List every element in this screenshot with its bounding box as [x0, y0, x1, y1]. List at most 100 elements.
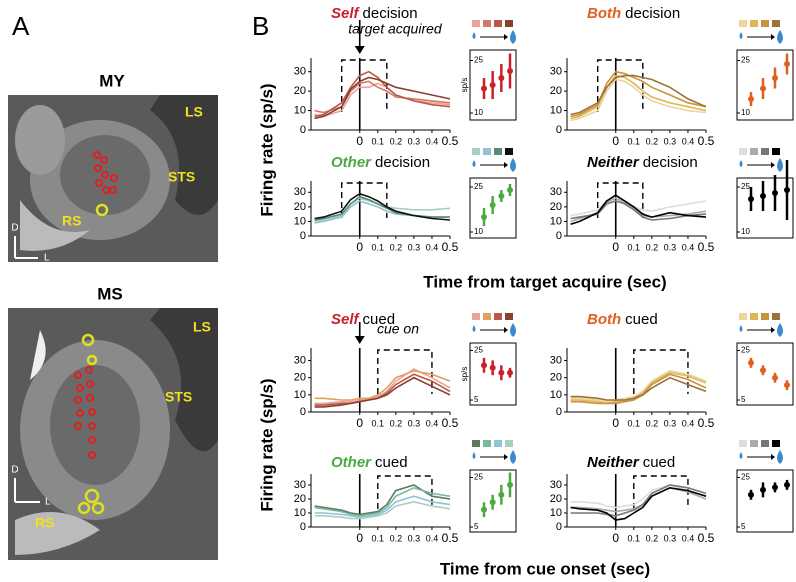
x-tick-label: 0.1 [628, 136, 641, 146]
reward-swatch [772, 440, 780, 447]
subplot-title: Both cued [587, 311, 658, 328]
reward-swatch [772, 20, 780, 27]
y-axis-label: Firing rate (sp/s) [257, 378, 276, 511]
inset-point [489, 499, 496, 506]
inset-box [736, 342, 794, 406]
series-line [314, 373, 451, 406]
reward-swatch [761, 313, 769, 320]
inset-y-tick-label: 25 [741, 346, 750, 355]
x-tick-label: 0.2 [646, 242, 659, 252]
x-tick-label: 0.5 [442, 531, 459, 545]
reward-swatch [472, 313, 480, 320]
x-tick-label: 0 [612, 531, 619, 545]
y-tick-label: 20 [294, 85, 306, 97]
reward-swatch [505, 440, 513, 447]
mri-label: LS [193, 319, 211, 335]
title-text: decision [375, 154, 430, 171]
y-tick-label: 30 [550, 186, 562, 198]
reward-arrow-head [504, 34, 508, 40]
inset-point [784, 481, 790, 488]
series-line [314, 192, 451, 221]
analysis-window [340, 59, 388, 112]
y-tick-label: 20 [294, 493, 306, 505]
title-text: cued [625, 311, 658, 328]
y-tick-label: 10 [294, 389, 306, 401]
inset-point [481, 85, 487, 92]
x-tick-label: 0.2 [390, 242, 403, 252]
x-tick-label: 0.3 [664, 136, 677, 146]
inset-point [748, 196, 754, 202]
reward-swatch [483, 313, 491, 320]
inset-point [507, 187, 513, 193]
small-drop [739, 325, 743, 332]
reward-arrow-head [504, 327, 508, 333]
title-text: decision [643, 154, 698, 171]
y-tick-label: 0 [300, 406, 306, 418]
x-tick-label: 0.1 [372, 533, 385, 543]
inset-point [507, 481, 513, 488]
inset-point [498, 369, 505, 376]
reward-arrow-head [771, 34, 775, 40]
x-tick-label: 0.3 [408, 136, 421, 146]
reward-swatch [483, 20, 491, 27]
inset-y-tick-label: 25 [741, 56, 750, 65]
title-condition: Neither [587, 454, 640, 471]
x-axis-label: Time from cue onset (sec) [440, 559, 650, 578]
series-line [314, 495, 451, 519]
reward-swatch [483, 148, 491, 155]
subplot-title: Neither cued [587, 454, 675, 471]
inset-point [507, 369, 513, 376]
series-line [570, 373, 707, 405]
panel-label: A [12, 11, 30, 41]
inset-y-tick-label: 25 [741, 182, 750, 191]
subplot-title: Neither decision [587, 154, 698, 171]
x-tick-label: 0.5 [698, 416, 715, 430]
small-drop [472, 452, 476, 459]
inset-y-tick-label: 25 [474, 346, 483, 355]
mri-title: MS [97, 284, 123, 303]
small-drop [472, 325, 476, 332]
x-tick-label: 0.4 [682, 242, 695, 252]
x-tick-label: 0.2 [646, 136, 659, 146]
title-condition: Other [331, 154, 372, 171]
mri-label: STS [168, 169, 195, 185]
inset-y-tick-label: 25 [474, 182, 483, 191]
x-tick-label: 0.3 [408, 242, 421, 252]
inset-box [736, 177, 794, 239]
inset-box [736, 49, 794, 121]
title-condition: Self [331, 5, 361, 22]
series-line [570, 74, 707, 120]
y-tick-label: 10 [550, 507, 562, 519]
title-text: decision [363, 5, 418, 22]
x-tick-label: 0.2 [646, 418, 659, 428]
small-drop [739, 452, 743, 459]
inset-point [498, 75, 505, 81]
inset-y-label: sp/s [460, 78, 469, 93]
y-tick-label: 10 [294, 507, 306, 519]
annotation: cue on [377, 321, 419, 337]
reward-swatch [761, 148, 769, 155]
analysis-window [596, 59, 644, 112]
series-line [314, 500, 451, 520]
subplot-title: Other decision [331, 154, 430, 171]
x-tick-label: 0 [356, 416, 363, 430]
reward-swatch [761, 20, 769, 27]
y-tick-label: 20 [550, 493, 562, 505]
inset-point [784, 382, 790, 389]
reward-swatch [772, 148, 780, 155]
inset-y-tick-label: 5 [474, 522, 479, 531]
event-arrow-head [354, 336, 365, 344]
mri-title: MY [99, 71, 125, 90]
y-tick-label: 0 [300, 521, 306, 533]
inset-y-tick-label: 5 [474, 395, 479, 404]
reward-arrow-head [771, 162, 775, 168]
inset-y-tick-label: 25 [474, 56, 483, 65]
x-tick-label: 0.4 [682, 533, 695, 543]
y-tick-label: 30 [550, 66, 562, 78]
y-tick-label: 20 [294, 201, 306, 213]
reward-swatch [761, 440, 769, 447]
inset-point [481, 214, 487, 220]
small-drop [472, 32, 476, 39]
x-tick-label: 0.4 [426, 533, 439, 543]
